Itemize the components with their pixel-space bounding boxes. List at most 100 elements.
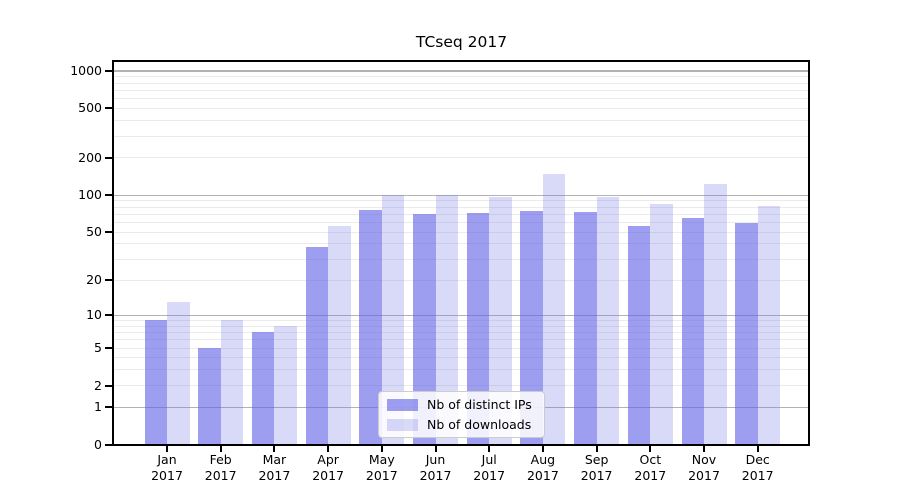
gridline-minor [114,76,808,78]
x-month-label: Sep [584,452,609,467]
y-axis-tick-label: 1000 [70,62,102,78]
gridline-major [114,194,808,197]
gridline-minor [114,231,808,233]
gridline-minor [114,325,808,327]
x-month-label: Jun [425,452,446,467]
gridline-minor [114,347,808,349]
bar-nb-of-downloads-jul [489,197,512,444]
x-axis-tick [541,446,544,452]
x-month-label: May [368,452,395,467]
x-axis-tick [595,446,598,452]
gridline-minor [114,369,808,371]
x-axis-tick [434,446,437,452]
x-year-label: 2017 [580,468,613,483]
x-axis-tick-label: Aug 2017 [527,452,559,484]
x-year-label: 2017 [258,468,291,483]
legend-label-distinct-ips: Nb of distinct IPs [427,396,532,412]
y-axis-tick [105,347,112,349]
gridline-minor [114,206,808,208]
x-month-label: Dec [745,452,770,467]
bar-nb-of-downloads-jan [167,302,190,444]
x-axis-tick-label: Nov 2017 [688,452,720,484]
x-axis-tick [166,446,168,452]
bar-nb-of-distinct-ips-oct [627,226,651,444]
x-year-label: 2017 [741,468,774,483]
legend-swatch-distinct-ips [387,398,418,411]
x-axis-tick-label: Jun 2017 [420,452,452,484]
x-axis-tick-label: Jul 2017 [473,452,505,484]
x-year-label: 2017 [473,468,506,483]
x-month-label: Feb [209,452,232,467]
gridline-minor [114,243,808,245]
bar-nb-of-distinct-ips-jun [413,214,436,444]
x-month-label: Oct [639,452,662,467]
x-year-label: 2017 [688,468,720,483]
y-axis-tick [105,406,112,409]
gridline-minor [114,221,808,223]
gridline-major [114,70,808,72]
x-axis-tick [327,446,330,452]
bar-nb-of-distinct-ips-may [359,209,382,444]
gridline-minor [114,98,808,100]
y-axis-tick-label: 200 [78,149,102,165]
y-axis-tick-label: 0 [94,437,102,452]
x-axis-tick-label: May 2017 [366,452,398,484]
gridline-minor [114,200,808,202]
y-axis-tick [105,314,112,317]
bar-nb-of-distinct-ips-nov [681,218,704,444]
bar-nb-of-downloads-may [381,195,405,444]
bar-nb-of-downloads-mar [274,326,297,444]
bar-nb-of-distinct-ips-jan [144,320,167,444]
x-axis-tick [273,446,276,452]
gridline-minor [114,107,808,109]
x-axis-tick [703,446,705,452]
bar-nb-of-downloads-apr [328,226,351,444]
x-year-label: 2017 [419,468,452,483]
y-axis-tick-label: 20 [86,272,102,288]
gridline-minor [114,120,808,122]
x-axis-tick-label: Apr 2017 [312,452,344,484]
gridline-minor [114,339,808,341]
gridline-minor [114,279,808,281]
x-year-label: 2017 [204,468,237,483]
x-year-label: 2017 [312,468,344,483]
x-year-label: 2017 [365,468,398,483]
bar-nb-of-downloads-oct [650,203,673,444]
gridline-minor [114,258,808,260]
gridline-minor [114,82,808,84]
y-axis-tick [105,107,112,110]
x-axis-tick [380,446,383,452]
y-axis-tick-label: 50 [86,224,102,240]
y-axis-tick-label: 10 [86,307,102,323]
x-year-label: 2017 [151,468,183,483]
bar-nb-of-distinct-ips-jul [466,212,490,444]
y-axis-tick [105,279,112,282]
bar-nb-of-distinct-ips-mar [251,332,275,444]
gridline-minor [114,157,808,159]
bar-nb-of-downloads-aug [542,173,566,444]
y-axis-tick [105,69,112,72]
y-axis-tick-label: 1 [94,399,102,415]
x-axis-tick-label: Oct 2017 [634,452,666,484]
x-month-label: Jan [157,452,177,467]
bar-nb-of-distinct-ips-apr [305,246,329,444]
y-axis-tick [105,444,112,446]
gridline-minor [114,89,808,91]
x-year-label: 2017 [526,468,559,483]
gridline-minor [114,357,808,359]
x-month-label: Mar [262,452,287,467]
y-axis-tick [105,156,112,159]
x-month-label: Jul [481,452,497,467]
x-axis-tick-label: Dec 2017 [742,452,774,484]
gridline-major [114,314,808,317]
x-axis-tick [219,446,222,452]
bar-nb-of-downloads-dec [757,205,781,444]
bar-nb-of-distinct-ips-sep [574,212,597,444]
y-axis-tick [105,384,112,387]
y-axis-tick-label: 500 [78,100,102,116]
legend-label-downloads: Nb of downloads [427,416,532,432]
y-axis-tick [105,194,112,197]
x-axis-tick-label: Sep 2017 [581,452,613,484]
x-year-label: 2017 [634,468,667,483]
